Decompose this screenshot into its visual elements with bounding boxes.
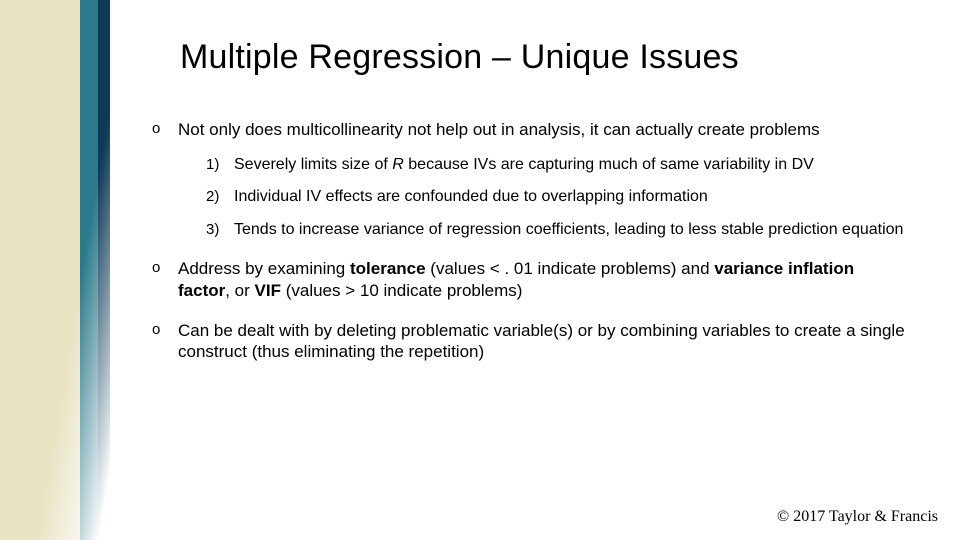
numbered-list: Severely limits size of R because IVs ar… (206, 155, 910, 240)
text-segment: because IVs are capturing much of same v… (404, 156, 814, 173)
text-segment: Tends to increase variance of regression… (234, 221, 903, 238)
numbered-item: Severely limits size of R because IVs ar… (206, 155, 910, 175)
bullet-text: Can be dealt with by deleting problemati… (178, 321, 905, 362)
bullet-item: Address by examining tolerance (values <… (150, 258, 910, 302)
copyright-text: © 2017 Taylor & Francis (777, 508, 938, 526)
slide: Multiple Regression – Unique Issues Not … (0, 0, 960, 540)
text-segment: Individual IV effects are confounded due… (234, 188, 708, 205)
text-segment: (values < . 01 indicate problems) and (426, 259, 715, 278)
bullet-item: Not only does multicollinearity not help… (150, 119, 910, 240)
text-italic: R (392, 156, 404, 173)
bullet-list: Not only does multicollinearity not help… (150, 119, 910, 363)
text-segment: Severely limits size of (234, 156, 392, 173)
numbered-item: Tends to increase variance of regression… (206, 220, 910, 240)
slide-title: Multiple Regression – Unique Issues (180, 38, 930, 77)
bullet-text: Not only does multicollinearity not help… (178, 120, 820, 139)
text-segment: , or (225, 281, 254, 300)
accent-stripe-navy (98, 0, 110, 540)
text-bold: tolerance (350, 259, 426, 278)
slide-content: Multiple Regression – Unique Issues Not … (130, 0, 930, 540)
text-segment: (values > 10 indicate problems) (281, 281, 522, 300)
text-segment: Address by examining (178, 259, 350, 278)
bullet-item: Can be dealt with by deleting problemati… (150, 320, 910, 364)
text-bold: VIF (255, 281, 281, 300)
numbered-item: Individual IV effects are confounded due… (206, 187, 910, 207)
